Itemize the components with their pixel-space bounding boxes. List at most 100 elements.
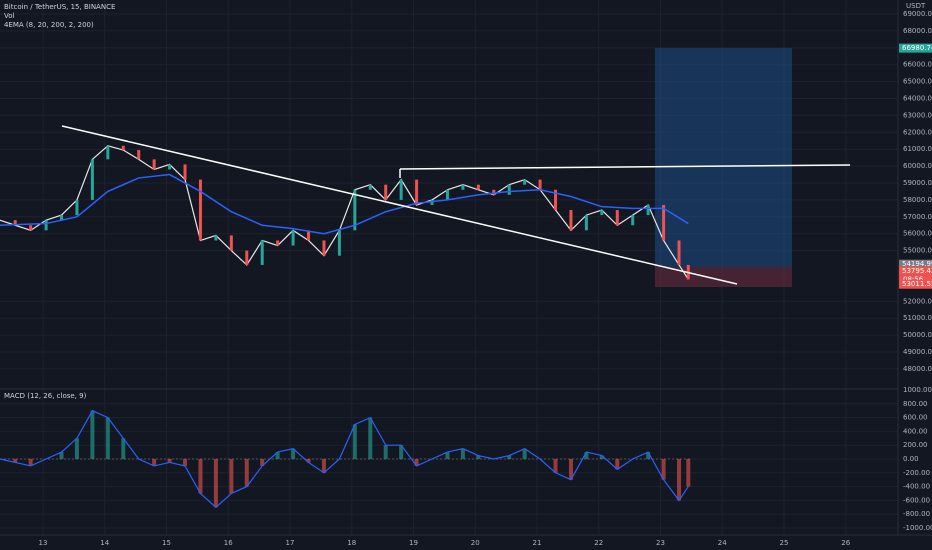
macd-histogram-bar (399, 445, 404, 459)
price-tick-label: 59000.00 (903, 179, 932, 187)
profit-zone (655, 48, 792, 267)
price-line (0, 145, 689, 280)
macd-histogram-bar (568, 459, 573, 480)
price-tag-label: 54194.99 (902, 260, 932, 268)
price-tick-label: 68000.00 (903, 27, 932, 35)
symbol-title: Bitcoin / TetherUS, 15, BINANCE (4, 3, 115, 11)
macd-histogram-bar (74, 438, 79, 459)
macd-histogram-bar (90, 410, 95, 459)
date-tick-label: 20 (471, 539, 480, 547)
macd-histogram-bar (260, 459, 265, 466)
date-tick-label: 25 (780, 539, 789, 547)
macd-histogram-bar (59, 452, 64, 459)
macd-histogram-bar (13, 459, 18, 463)
macd-tick-label: -200.00 (903, 469, 930, 477)
date-tick-label: 23 (656, 539, 665, 547)
macd-histogram-bar (584, 452, 589, 459)
price-tick-label: 49000.00 (903, 348, 932, 356)
price-tag (899, 43, 932, 53)
price-tick-label: 57000.00 (903, 213, 932, 221)
date-tick-label: 14 (100, 539, 109, 547)
ema-200 (0, 173, 689, 235)
macd-line (0, 409, 689, 509)
date-tick-label: 24 (718, 539, 727, 547)
macd-histogram-bar (507, 455, 512, 459)
axes: 69000.0068000.0067000.0066000.0065000.00… (39, 10, 932, 547)
macd-histogram-bar (553, 459, 558, 473)
currency: USDT (906, 2, 926, 10)
price-tick-label: 64000.00 (903, 95, 932, 103)
date-tick-label: 13 (39, 539, 48, 547)
macd-histogram-bar (105, 417, 110, 459)
macd-tick-label: -1000.00 (903, 524, 932, 532)
countdown: 08:56 (903, 275, 924, 283)
macd-histogram-bar (321, 459, 326, 473)
date-tick-label: 19 (409, 539, 418, 547)
price-tag (899, 266, 932, 276)
macd-tick-label: 800.00 (903, 400, 928, 408)
price-tag (899, 259, 932, 269)
macd-histogram-bar (646, 452, 651, 459)
macd-tick-label: -400.00 (903, 483, 930, 491)
price-tag (899, 279, 932, 289)
macd-histogram-bar (121, 438, 126, 459)
countdown-bg (899, 275, 932, 284)
macd-histogram-bar (244, 459, 249, 487)
macd-histogram-bar (291, 448, 296, 459)
price-tick-label: 65000.00 (903, 78, 932, 86)
macd-histogram-bar (368, 417, 373, 459)
macd-label: MACD (12, 26, close, 9) (4, 392, 87, 400)
macd-histogram-bar (677, 459, 682, 501)
macd-histogram-bar (213, 459, 218, 508)
macd-tick-label: 400.00 (903, 427, 928, 435)
macd-histogram-bar (275, 452, 280, 459)
macd-histogram-bar (352, 424, 357, 459)
price-tick-label: 56000.00 (903, 230, 932, 238)
macd-tick-label: 1000.00 (903, 386, 932, 394)
plot (0, 145, 691, 509)
price-tag-label: 53795.42 (902, 267, 932, 275)
macd-histogram-bar (306, 459, 311, 463)
price-tick-label: 66000.00 (903, 61, 932, 69)
date-tick-label: 18 (347, 539, 356, 547)
macd-histogram-bar (229, 459, 234, 494)
price-tag-label: 53011.55 (902, 280, 932, 288)
macd-histogram-bar (28, 459, 33, 466)
volume-label: Vol (4, 12, 15, 20)
price-tick-label: 48000.00 (903, 365, 932, 373)
ema-label: 4EMA (8, 20, 200, 2, 200) (4, 21, 94, 29)
macd-histogram-bar (414, 459, 419, 466)
trendline (61, 125, 738, 285)
macd-histogram-bar (460, 448, 465, 459)
macd-tick-label: 200.00 (903, 441, 928, 449)
price-tick-label: 61000.00 (903, 145, 932, 153)
resistance-line (399, 164, 851, 170)
date-tick-label: 16 (224, 539, 233, 547)
macd-tick-label: 600.00 (903, 414, 928, 422)
macd-histogram-bar (383, 445, 388, 459)
price-tick-label: 51000.00 (903, 314, 932, 322)
macd-histogram-bar (615, 459, 620, 470)
price-tag-label: 66980.74 (902, 44, 932, 52)
macd-histogram-bar (661, 459, 666, 480)
date-tick-label: 22 (594, 539, 603, 547)
macd-histogram-bar (167, 459, 172, 463)
price-tick-label: 63000.00 (903, 111, 932, 119)
macd-histogram-bar (183, 459, 188, 466)
macd-histogram-bar (445, 452, 450, 459)
macd-histogram-bar (476, 455, 481, 459)
price-tick-label: 69000.00 (903, 10, 932, 18)
price-tick-label: 50000.00 (903, 331, 932, 339)
macd-histogram-bar (686, 459, 691, 487)
date-tick-label: 17 (286, 539, 295, 547)
price-tick-label: 52000.00 (903, 297, 932, 305)
macd-histogram-bar (198, 459, 203, 494)
macd-histogram-bar (152, 459, 157, 466)
price-tick-label: 60000.00 (903, 162, 932, 170)
date-tick-label: 26 (841, 539, 850, 547)
macd-tick-label: -600.00 (903, 496, 930, 504)
macd-histogram-bar (599, 455, 604, 459)
macd-tick-label: -800.00 (903, 510, 930, 518)
